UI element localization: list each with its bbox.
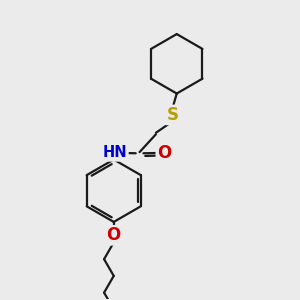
Text: O: O <box>157 144 171 162</box>
Text: O: O <box>106 226 121 244</box>
Text: S: S <box>166 106 178 124</box>
Text: HN: HN <box>103 146 128 160</box>
